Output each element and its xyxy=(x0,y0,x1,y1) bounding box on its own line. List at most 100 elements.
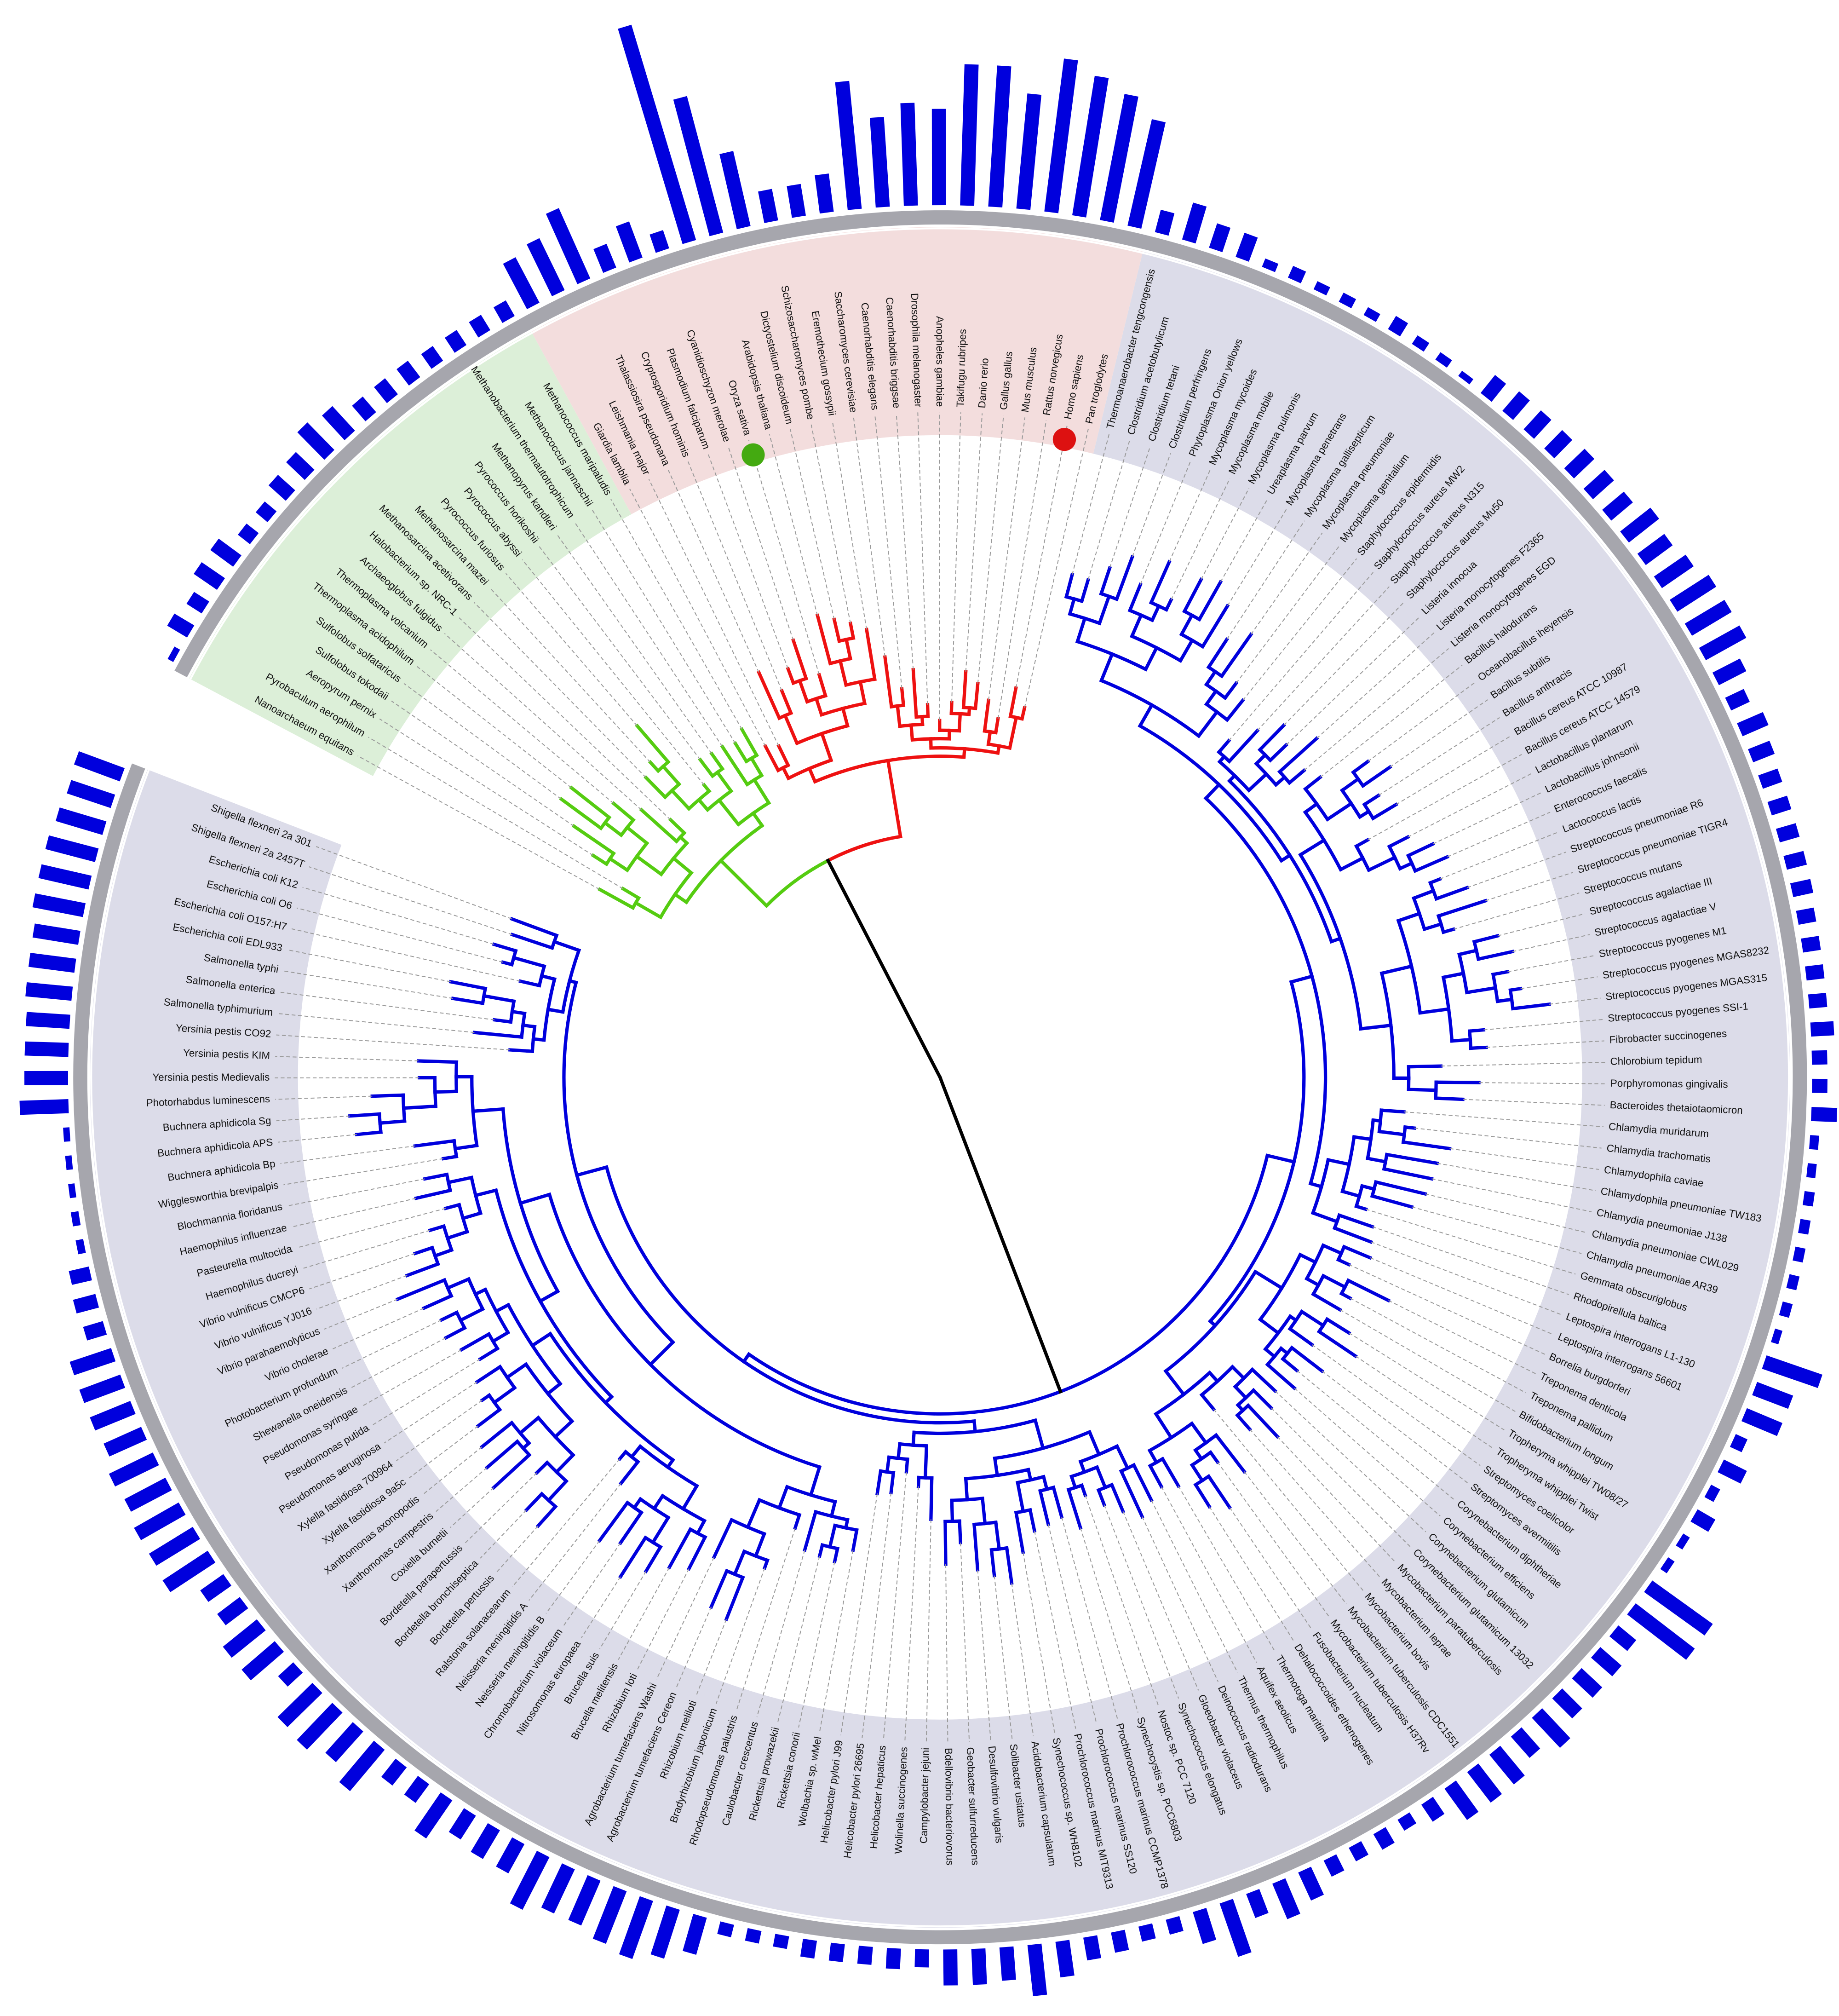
bar xyxy=(70,1211,81,1227)
bar xyxy=(1752,1382,1793,1409)
branch xyxy=(1467,1028,1486,1033)
branch xyxy=(1087,1429,1101,1457)
bar xyxy=(1480,374,1506,402)
branch xyxy=(832,617,841,643)
branch xyxy=(980,1496,987,1526)
bar xyxy=(683,1914,707,1955)
leader-line xyxy=(1316,632,1435,739)
branch xyxy=(1127,582,1143,613)
branch xyxy=(1357,809,1371,819)
branch xyxy=(1332,1226,1374,1244)
branch xyxy=(510,916,559,938)
bar xyxy=(1083,1935,1101,1961)
branch xyxy=(1026,1468,1033,1482)
bar xyxy=(1489,1745,1525,1785)
branch xyxy=(904,1457,909,1474)
leader-line xyxy=(668,470,759,673)
branch xyxy=(1051,1485,1064,1519)
bar xyxy=(1810,1021,1834,1037)
branch xyxy=(621,886,641,900)
leader-line xyxy=(592,510,736,744)
bar xyxy=(32,893,86,917)
bar xyxy=(1323,1854,1345,1877)
bar xyxy=(1741,1408,1783,1436)
branch xyxy=(453,1143,479,1151)
bar xyxy=(1564,449,1595,479)
bar xyxy=(374,378,398,403)
branch xyxy=(1179,613,1195,637)
branch xyxy=(1406,841,1435,858)
bar xyxy=(65,1155,73,1170)
branch xyxy=(964,1477,969,1502)
leader-line xyxy=(1365,1209,1576,1275)
bar xyxy=(1572,1668,1603,1698)
branch xyxy=(559,796,603,831)
branch xyxy=(1190,1463,1205,1483)
leader-line xyxy=(474,602,647,778)
branch xyxy=(1193,1482,1212,1509)
leader-line xyxy=(1408,773,1532,838)
leader-line xyxy=(656,1557,715,1680)
leader-line xyxy=(1367,754,1522,841)
branch xyxy=(618,1535,648,1579)
bar xyxy=(217,1597,248,1625)
leader-line xyxy=(280,991,495,1020)
leader-line xyxy=(819,1550,854,1732)
leader-line xyxy=(1034,1531,1076,1729)
leader-line xyxy=(1171,478,1230,600)
leader-line xyxy=(1277,1436,1396,1563)
leader-line xyxy=(917,412,928,705)
bar xyxy=(24,1071,68,1085)
branch xyxy=(644,1544,663,1574)
bar xyxy=(90,1400,136,1431)
bar xyxy=(1055,1940,1075,1978)
branch xyxy=(1326,1158,1351,1167)
bar xyxy=(510,1850,550,1910)
branch xyxy=(1370,1194,1414,1209)
branch xyxy=(820,731,833,763)
bar xyxy=(1767,795,1792,816)
leader-line xyxy=(599,1571,647,1649)
bar xyxy=(1758,768,1782,789)
branch xyxy=(538,1289,560,1304)
branch xyxy=(781,765,791,781)
branch xyxy=(1250,1367,1278,1394)
branch xyxy=(355,1130,383,1136)
leader-line xyxy=(341,1319,442,1369)
branch xyxy=(669,788,691,811)
branch xyxy=(395,1278,447,1302)
branch xyxy=(1207,1370,1220,1384)
branch xyxy=(443,1325,467,1340)
branch xyxy=(1257,723,1286,752)
bar xyxy=(421,346,443,369)
leader-line xyxy=(769,434,818,616)
leader-line xyxy=(1011,1583,1034,1736)
leader-line xyxy=(637,1568,690,1670)
leader-line xyxy=(276,1034,510,1051)
branch xyxy=(1354,837,1370,849)
bar xyxy=(1138,1923,1156,1942)
branch xyxy=(1097,594,1111,626)
branch xyxy=(1069,1474,1078,1490)
leader-line xyxy=(444,633,642,811)
leader-line xyxy=(1483,1019,1603,1031)
branch xyxy=(1303,801,1319,815)
bar xyxy=(1725,689,1750,711)
leader-line xyxy=(529,1483,621,1601)
branch xyxy=(405,1261,440,1278)
leader-line xyxy=(275,1056,419,1062)
leader-line xyxy=(287,949,451,982)
branch xyxy=(597,1500,630,1543)
branch xyxy=(989,1548,996,1578)
branch xyxy=(1289,1345,1325,1374)
leader-line xyxy=(283,1158,444,1186)
branch xyxy=(458,1307,485,1323)
leader-line xyxy=(1437,1163,1596,1191)
branch xyxy=(1213,1433,1247,1474)
bar xyxy=(1771,1328,1783,1345)
branch xyxy=(518,979,541,988)
bar xyxy=(25,982,73,1001)
bar xyxy=(1790,879,1814,898)
bar xyxy=(397,361,420,386)
leader-line xyxy=(1286,616,1420,746)
